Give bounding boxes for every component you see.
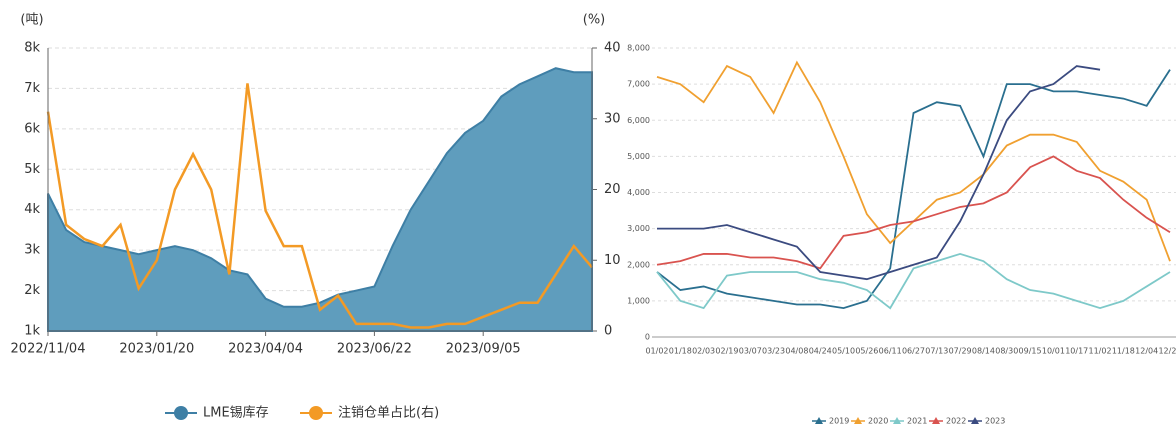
- y-tick-label: 3k: [24, 243, 40, 258]
- y-tick-label: 5k: [24, 162, 40, 177]
- x-tick-label: 2023/04/04: [228, 342, 303, 357]
- y-tick-label: 1,000: [627, 296, 650, 305]
- x-tick-label: 09/15: [1019, 347, 1042, 356]
- y-tick-label: 1k: [24, 324, 40, 339]
- x-tick-label: 02/03: [692, 347, 715, 356]
- legend-label: 2021: [907, 417, 927, 426]
- y2-tick-label: 30: [604, 111, 621, 126]
- y-tick-label: 0: [645, 333, 650, 342]
- legend-marker: [174, 406, 188, 420]
- x-tick-label: 06/11: [879, 347, 902, 356]
- x-tick-label: 07/13: [925, 347, 948, 356]
- x-tick-label: 04/24: [809, 347, 832, 356]
- legend-marker: [309, 406, 323, 420]
- x-tick-label: 11/18: [1112, 347, 1135, 356]
- line: [46, 83, 593, 329]
- legend-marker: [932, 417, 940, 424]
- x-tick-label: 08/14: [972, 347, 995, 356]
- line: [656, 252, 1171, 310]
- y-tick-label: 3,000: [627, 224, 650, 233]
- x-tick-label: 01/02: [645, 347, 668, 356]
- y-tick-label: 5,000: [627, 152, 650, 161]
- legend-label: LME锡库存: [203, 405, 269, 421]
- legend-label: 2022: [946, 417, 966, 426]
- y-axis-label: (吨): [20, 13, 43, 28]
- y-tick-label: 7k: [24, 81, 40, 96]
- legend-label: 2019: [829, 417, 849, 426]
- x-tick-label: 06/27: [902, 347, 925, 356]
- x-tick-label: 2023/09/05: [446, 342, 521, 357]
- line: [656, 155, 1171, 270]
- x-tick-label: 01/18: [669, 347, 692, 356]
- legend-marker: [893, 417, 901, 424]
- legend-label: 2023: [985, 417, 1005, 426]
- x-tick-label: 02/19: [715, 347, 738, 356]
- y2-tick-label: 20: [604, 182, 621, 197]
- x-tick-label: 05/26: [855, 347, 878, 356]
- y-tick-label: 4,000: [627, 188, 650, 197]
- line: [656, 60, 1171, 262]
- y2-tick-label: 40: [604, 41, 621, 56]
- x-tick-label: 2023/01/20: [119, 342, 194, 357]
- x-tick-label: 05/10: [832, 347, 855, 356]
- x-tick-label: 03/23: [762, 347, 785, 356]
- legend-marker: [971, 417, 979, 424]
- y-tick-label: 6k: [24, 121, 40, 136]
- y-tick-label: 8,000: [627, 44, 650, 53]
- legend-marker: [815, 417, 823, 424]
- x-tick-label: 11/02: [1089, 347, 1112, 356]
- x-tick-label: 12/04: [1135, 347, 1158, 356]
- line: [657, 65, 1101, 281]
- x-tick-label: 03/07: [739, 347, 762, 356]
- line: [656, 69, 1171, 310]
- legend-marker: [854, 417, 862, 424]
- x-tick-label: 04/08: [785, 347, 808, 356]
- y-tick-label: 8k: [24, 41, 40, 56]
- x-tick-label: 2022/11/04: [11, 342, 86, 357]
- x-tick-label: 12/20: [1158, 347, 1176, 356]
- y-tick-label: 7,000: [627, 80, 650, 89]
- x-tick-label: 07/29: [949, 347, 972, 356]
- y2-tick-label: 10: [604, 253, 621, 268]
- y-tick-label: 2,000: [627, 260, 650, 269]
- y-tick-label: 6,000: [627, 116, 650, 125]
- x-tick-label: 10/01: [1042, 347, 1065, 356]
- x-tick-label: 2023/06/22: [337, 342, 412, 357]
- legend-label: 注销仓单占比(右): [338, 406, 439, 421]
- x-tick-label: 08/30: [995, 347, 1018, 356]
- legend-label: 2020: [868, 417, 888, 426]
- area: [47, 67, 593, 332]
- y-tick-label: 4k: [24, 202, 40, 217]
- y-tick-label: 2k: [24, 283, 40, 298]
- x-tick-label: 10/17: [1065, 347, 1088, 356]
- y2-axis-label: (%): [583, 13, 606, 28]
- y2-tick-label: 0: [604, 324, 612, 339]
